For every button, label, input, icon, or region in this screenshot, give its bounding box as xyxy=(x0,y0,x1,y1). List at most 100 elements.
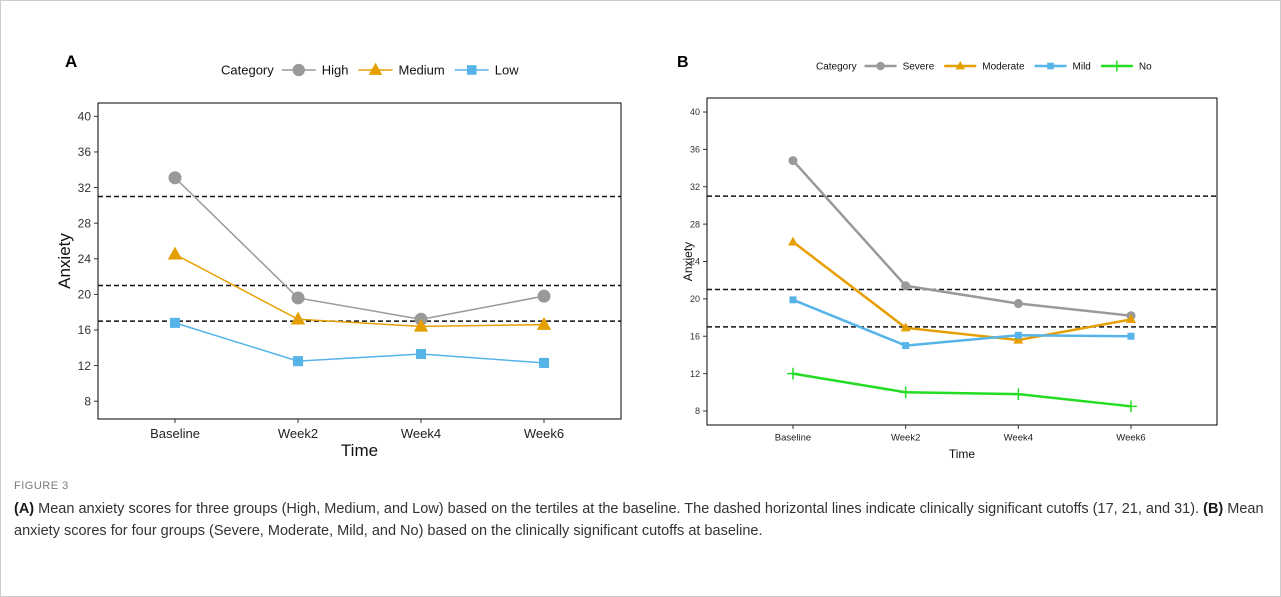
legend-key-marker xyxy=(368,62,383,75)
legend-title: Category xyxy=(816,62,857,73)
x-tick-label: Baseline xyxy=(775,433,811,444)
series-line xyxy=(174,177,545,321)
y-tick-label: 24 xyxy=(690,257,700,267)
caption-text: (A) Mean anxiety scores for three groups… xyxy=(14,498,1264,542)
y-tick-label: 40 xyxy=(690,107,700,117)
data-point xyxy=(902,342,910,350)
series-low xyxy=(169,317,550,368)
legend-label: High xyxy=(322,63,349,78)
data-point xyxy=(1125,400,1137,413)
data-point xyxy=(1014,331,1022,339)
y-tick-label: 32 xyxy=(690,182,700,192)
data-point xyxy=(167,246,183,260)
data-point xyxy=(1013,334,1024,344)
y-tick-label: 40 xyxy=(78,110,92,124)
legend-key-marker xyxy=(1111,60,1123,72)
x-axis-title: Time xyxy=(949,447,976,461)
legend: Category High Medium Low xyxy=(221,63,519,78)
data-point xyxy=(899,386,912,399)
legend-title: Category xyxy=(221,63,274,78)
y-tick-label: 20 xyxy=(690,294,700,304)
data-point xyxy=(168,171,182,185)
x-axis-title: Time xyxy=(341,441,378,460)
series-line xyxy=(174,253,545,328)
legend-label: Moderate xyxy=(982,62,1025,73)
panel-tag: A xyxy=(65,52,77,71)
figure-chart: A 8 12 16 20 24 28 32 36 40 Baseline Week2 Week4 Week… xyxy=(55,52,1218,461)
data-point xyxy=(415,348,427,360)
series-line xyxy=(792,240,1132,342)
series-mild xyxy=(789,296,1135,350)
y-tick-label: 16 xyxy=(690,331,700,341)
series-no xyxy=(787,367,1137,413)
y-tick-label: 8 xyxy=(84,394,91,408)
y-tick-label: 28 xyxy=(78,216,92,230)
y-axis-title: Anxiety xyxy=(681,242,695,281)
legend-key-marker xyxy=(466,65,477,75)
data-point xyxy=(169,317,181,328)
data-point xyxy=(787,367,799,380)
y-tick-label: 8 xyxy=(695,406,700,416)
data-point xyxy=(291,291,305,305)
figure-label: FIGURE 3 xyxy=(14,480,69,492)
data-point xyxy=(900,322,911,332)
series-high xyxy=(168,171,551,326)
y-tick-label: 36 xyxy=(78,145,92,159)
y-tick-label: 16 xyxy=(78,323,92,337)
legend-label: Severe xyxy=(903,62,935,73)
legend-key-marker xyxy=(876,61,885,71)
data-point xyxy=(413,318,429,332)
x-tick-label: Week2 xyxy=(891,433,920,444)
x-tick-label: Week6 xyxy=(1116,433,1145,444)
figure-caption: FIGURE 3 (A) Mean anxiety scores for thr… xyxy=(14,480,1264,542)
x-tick-label: Week2 xyxy=(278,426,318,441)
panel-b: B 8 12 16 20 24 28 32 36 40 Baseline Week2 Week4 Week… xyxy=(677,54,1218,461)
series-line xyxy=(174,322,545,364)
series-moderate xyxy=(788,236,1136,344)
data-point xyxy=(789,296,797,304)
series-line xyxy=(792,159,1132,317)
caption-b-text: Mean anxiety scores for four groups (Sev… xyxy=(14,501,1264,539)
caption-b-tag: (B) xyxy=(1203,501,1224,517)
data-point xyxy=(1127,332,1135,340)
x-tick-label: Week4 xyxy=(401,426,441,441)
y-axis-title: Anxiety xyxy=(55,233,74,289)
legend-label: Medium xyxy=(399,63,445,78)
x-tick-label: Week6 xyxy=(524,426,564,441)
legend: Category Severe Moderate Mild No xyxy=(816,60,1152,73)
data-point xyxy=(292,356,304,367)
legend-label: No xyxy=(1139,62,1152,73)
x-tick-label: Baseline xyxy=(150,426,200,441)
panel-a: A 8 12 16 20 24 28 32 36 40 Baseline Week2 Week4 Week… xyxy=(55,52,622,460)
data-point xyxy=(1126,314,1136,324)
caption-a-text: Mean anxiety scores for three groups (Hi… xyxy=(34,501,1204,517)
legend-key-marker xyxy=(1047,62,1054,70)
data-point xyxy=(536,316,552,330)
caption-a-tag: (A) xyxy=(14,501,35,517)
series-severe xyxy=(788,156,1136,321)
legend-label: Mild xyxy=(1073,62,1091,73)
data-point xyxy=(788,156,798,166)
legend-label: Low xyxy=(495,63,519,78)
y-tick-label: 12 xyxy=(78,359,92,373)
y-tick-label: 36 xyxy=(690,145,700,155)
data-point xyxy=(1012,388,1025,401)
series-line xyxy=(792,372,1132,408)
data-point xyxy=(788,236,798,246)
y-tick-label: 20 xyxy=(78,288,92,302)
panel-tag: B xyxy=(677,54,689,71)
data-point xyxy=(538,357,550,368)
y-tick-label: 32 xyxy=(78,181,92,195)
legend-key-marker xyxy=(292,63,305,77)
legend-key-marker xyxy=(955,60,965,70)
series-medium xyxy=(167,246,552,332)
y-tick-label: 12 xyxy=(690,369,700,379)
data-point xyxy=(537,289,551,303)
data-point xyxy=(1013,299,1023,309)
data-point xyxy=(290,311,306,325)
series-line xyxy=(792,298,1132,347)
data-point xyxy=(901,281,911,291)
plot-border xyxy=(706,97,1218,426)
x-tick-label: Week4 xyxy=(1004,433,1033,444)
plot-border xyxy=(97,102,622,420)
